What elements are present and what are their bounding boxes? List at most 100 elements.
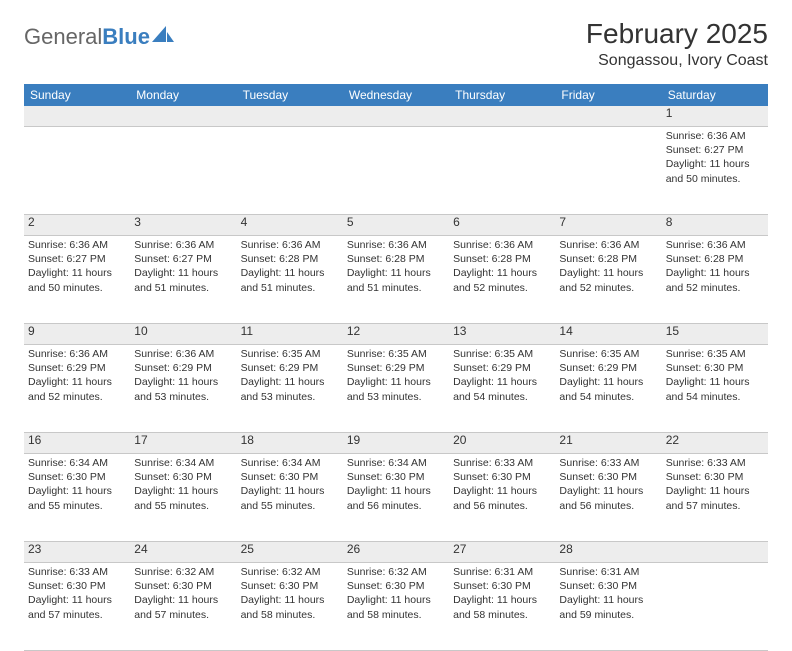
sunset-line: Sunset: 6:30 PM	[134, 470, 232, 484]
sunrise-line: Sunrise: 6:36 AM	[666, 129, 764, 143]
sunset-line: Sunset: 6:30 PM	[241, 579, 339, 593]
sunrise-line: Sunrise: 6:36 AM	[559, 238, 657, 252]
day-body-cell: Sunrise: 6:35 AMSunset: 6:29 PMDaylight:…	[343, 345, 449, 433]
day-details: Sunrise: 6:34 AMSunset: 6:30 PMDaylight:…	[347, 454, 445, 513]
daynum-row: 2345678	[24, 215, 768, 236]
sunset-line: Sunset: 6:29 PM	[28, 361, 126, 375]
day-number-cell	[449, 106, 555, 127]
weekday-header: Tuesday	[237, 84, 343, 106]
day-number-cell: 15	[662, 324, 768, 345]
calendar-week-row: Sunrise: 6:36 AMSunset: 6:27 PMDaylight:…	[24, 127, 768, 215]
day-body-cell: Sunrise: 6:31 AMSunset: 6:30 PMDaylight:…	[449, 563, 555, 651]
sunset-line: Sunset: 6:29 PM	[347, 361, 445, 375]
page-title: February 2025	[586, 18, 768, 50]
calendar-table: SundayMondayTuesdayWednesdayThursdayFrid…	[24, 84, 768, 651]
day-body-cell	[449, 127, 555, 215]
daynum-row: 9101112131415	[24, 324, 768, 345]
daylight-line: Daylight: 11 hours and 52 minutes.	[453, 266, 551, 294]
day-details: Sunrise: 6:36 AMSunset: 6:27 PMDaylight:…	[666, 127, 764, 186]
sunrise-line: Sunrise: 6:35 AM	[241, 347, 339, 361]
header: GeneralBlue February 2025 Songassou, Ivo…	[24, 18, 768, 70]
day-number-cell	[24, 106, 130, 127]
sunrise-line: Sunrise: 6:32 AM	[347, 565, 445, 579]
day-details: Sunrise: 6:36 AMSunset: 6:28 PMDaylight:…	[241, 236, 339, 295]
day-body-cell: Sunrise: 6:36 AMSunset: 6:27 PMDaylight:…	[130, 236, 236, 324]
day-number-cell: 25	[237, 542, 343, 563]
day-details: Sunrise: 6:35 AMSunset: 6:29 PMDaylight:…	[347, 345, 445, 404]
day-number-cell: 14	[555, 324, 661, 345]
day-details: Sunrise: 6:36 AMSunset: 6:28 PMDaylight:…	[666, 236, 764, 295]
sunrise-line: Sunrise: 6:33 AM	[559, 456, 657, 470]
day-body-cell: Sunrise: 6:36 AMSunset: 6:29 PMDaylight:…	[130, 345, 236, 433]
day-body-cell: Sunrise: 6:36 AMSunset: 6:28 PMDaylight:…	[555, 236, 661, 324]
sunrise-line: Sunrise: 6:36 AM	[134, 347, 232, 361]
day-number-cell: 16	[24, 433, 130, 454]
sunset-line: Sunset: 6:28 PM	[453, 252, 551, 266]
daylight-line: Daylight: 11 hours and 52 minutes.	[28, 375, 126, 403]
day-details: Sunrise: 6:33 AMSunset: 6:30 PMDaylight:…	[666, 454, 764, 513]
daynum-row: 1	[24, 106, 768, 127]
sunrise-line: Sunrise: 6:34 AM	[347, 456, 445, 470]
daylight-line: Daylight: 11 hours and 52 minutes.	[559, 266, 657, 294]
day-number-cell	[343, 106, 449, 127]
day-number-cell: 27	[449, 542, 555, 563]
day-number-cell: 24	[130, 542, 236, 563]
sunset-line: Sunset: 6:29 PM	[134, 361, 232, 375]
day-details: Sunrise: 6:34 AMSunset: 6:30 PMDaylight:…	[28, 454, 126, 513]
day-number-cell: 1	[662, 106, 768, 127]
sunset-line: Sunset: 6:28 PM	[666, 252, 764, 266]
day-number-cell	[237, 106, 343, 127]
sunrise-line: Sunrise: 6:33 AM	[453, 456, 551, 470]
sunset-line: Sunset: 6:30 PM	[134, 579, 232, 593]
day-body-cell	[237, 127, 343, 215]
sunrise-line: Sunrise: 6:31 AM	[559, 565, 657, 579]
sunset-line: Sunset: 6:30 PM	[559, 579, 657, 593]
weekday-header: Saturday	[662, 84, 768, 106]
sunrise-line: Sunrise: 6:34 AM	[241, 456, 339, 470]
sunset-line: Sunset: 6:30 PM	[347, 579, 445, 593]
daynum-row: 232425262728	[24, 542, 768, 563]
daylight-line: Daylight: 11 hours and 52 minutes.	[666, 266, 764, 294]
sunset-line: Sunset: 6:30 PM	[666, 470, 764, 484]
day-number-cell	[662, 542, 768, 563]
daylight-line: Daylight: 11 hours and 51 minutes.	[134, 266, 232, 294]
daylight-line: Daylight: 11 hours and 56 minutes.	[347, 484, 445, 512]
sunset-line: Sunset: 6:27 PM	[28, 252, 126, 266]
day-number-cell: 23	[24, 542, 130, 563]
sunset-line: Sunset: 6:30 PM	[453, 470, 551, 484]
day-number-cell	[555, 106, 661, 127]
day-number-cell: 12	[343, 324, 449, 345]
day-details: Sunrise: 6:36 AMSunset: 6:27 PMDaylight:…	[28, 236, 126, 295]
day-body-cell: Sunrise: 6:34 AMSunset: 6:30 PMDaylight:…	[130, 454, 236, 542]
day-number-cell: 28	[555, 542, 661, 563]
logo-text-blue: Blue	[102, 24, 150, 50]
daylight-line: Daylight: 11 hours and 55 minutes.	[28, 484, 126, 512]
sunrise-line: Sunrise: 6:33 AM	[28, 565, 126, 579]
day-number-cell: 2	[24, 215, 130, 236]
sunset-line: Sunset: 6:28 PM	[241, 252, 339, 266]
sunset-line: Sunset: 6:28 PM	[347, 252, 445, 266]
day-body-cell: Sunrise: 6:32 AMSunset: 6:30 PMDaylight:…	[343, 563, 449, 651]
day-number-cell: 7	[555, 215, 661, 236]
sunset-line: Sunset: 6:30 PM	[28, 579, 126, 593]
day-body-cell: Sunrise: 6:36 AMSunset: 6:27 PMDaylight:…	[662, 127, 768, 215]
day-number-cell: 5	[343, 215, 449, 236]
day-body-cell: Sunrise: 6:33 AMSunset: 6:30 PMDaylight:…	[449, 454, 555, 542]
day-body-cell	[555, 127, 661, 215]
daylight-line: Daylight: 11 hours and 50 minutes.	[666, 157, 764, 185]
sunset-line: Sunset: 6:29 PM	[241, 361, 339, 375]
sunset-line: Sunset: 6:29 PM	[453, 361, 551, 375]
day-body-cell: Sunrise: 6:35 AMSunset: 6:29 PMDaylight:…	[449, 345, 555, 433]
day-number-cell: 17	[130, 433, 236, 454]
daylight-line: Daylight: 11 hours and 58 minutes.	[347, 593, 445, 621]
day-number-cell: 3	[130, 215, 236, 236]
daylight-line: Daylight: 11 hours and 59 minutes.	[559, 593, 657, 621]
location-label: Songassou, Ivory Coast	[586, 52, 768, 70]
calendar-week-row: Sunrise: 6:33 AMSunset: 6:30 PMDaylight:…	[24, 563, 768, 651]
sunrise-line: Sunrise: 6:36 AM	[28, 347, 126, 361]
day-number-cell: 18	[237, 433, 343, 454]
sunset-line: Sunset: 6:30 PM	[28, 470, 126, 484]
sunset-line: Sunset: 6:30 PM	[347, 470, 445, 484]
day-details: Sunrise: 6:31 AMSunset: 6:30 PMDaylight:…	[559, 563, 657, 622]
day-details: Sunrise: 6:36 AMSunset: 6:28 PMDaylight:…	[453, 236, 551, 295]
